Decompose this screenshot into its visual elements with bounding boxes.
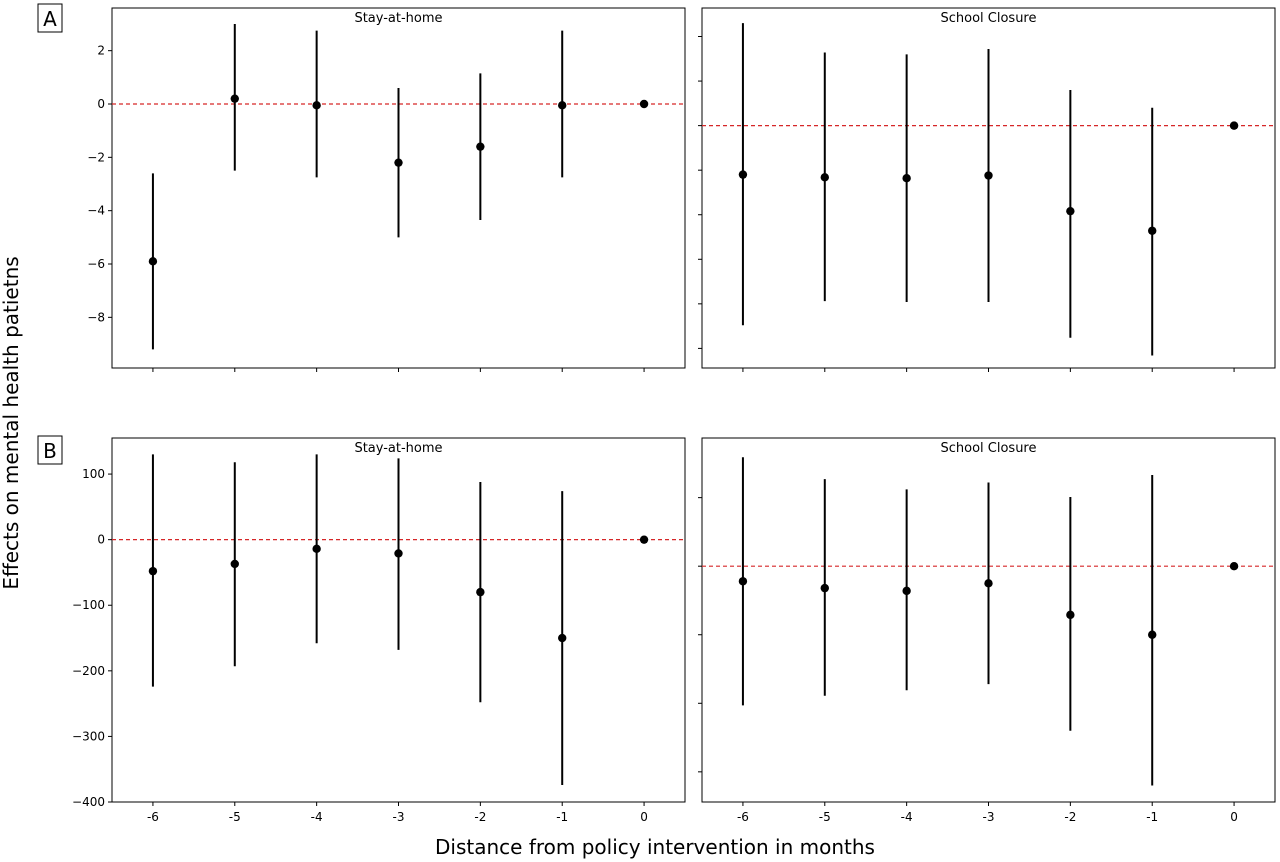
data-point — [984, 171, 993, 180]
y-tick-label: −4 — [87, 204, 105, 218]
y-tick-label: 100 — [82, 467, 105, 481]
panel-label-box — [37, 3, 63, 33]
data-point — [639, 535, 649, 544]
data-point — [476, 142, 485, 151]
data-point — [394, 158, 403, 167]
data-point — [558, 101, 567, 110]
y-tick-label: −400 — [72, 795, 105, 809]
panel-title: Stay-at-home — [354, 441, 442, 456]
x-tick-label: -3 — [393, 810, 405, 824]
y-tick-label: −8 — [87, 310, 105, 324]
y-tick-label: −200 — [72, 664, 105, 678]
y-tick-label: 2 — [97, 44, 105, 58]
data-point — [1148, 226, 1157, 235]
panel-label: A — [43, 7, 57, 31]
panel-title: School Closure — [940, 11, 1036, 26]
data-point — [476, 587, 485, 597]
data-point — [1229, 121, 1239, 130]
y-tick-label: −6 — [87, 257, 105, 271]
data-point — [230, 94, 239, 103]
panel-label: B — [43, 439, 57, 463]
x-tick-label: -4 — [901, 810, 913, 824]
data-point — [902, 586, 911, 596]
data-point — [1148, 630, 1157, 639]
data-point — [1229, 561, 1239, 571]
x-tick-label: -6 — [147, 810, 159, 824]
data-point — [558, 633, 567, 643]
y-tick-label: 0 — [97, 533, 105, 547]
y-tick-label: 0 — [97, 97, 105, 111]
panel-b-school-closure: -6 -5 -4 -3 -2 -1 0 School Closure — [698, 437, 1276, 824]
data-point — [738, 577, 748, 586]
panel-b-stay-at-home: 100 0 −100 −200 −300 −400 -6 -5 -4 -3 -2 -1 0 Stay-at… — [72, 437, 686, 824]
x-tick-label: -1 — [1146, 810, 1158, 824]
panels: 2 0 −2 −4 −6 −8 Stay-at-home School Closure 100 0… — [37, 3, 1276, 824]
data-point — [1066, 610, 1075, 620]
x-axis-title: Distance from policy intervention in mon… — [435, 835, 875, 859]
data-point — [1066, 206, 1075, 216]
data-point — [148, 566, 158, 576]
data-point — [984, 579, 993, 588]
panel-title: School Closure — [940, 441, 1036, 456]
data-point — [820, 583, 829, 593]
panel-label-box — [37, 435, 63, 465]
y-tick-label: −100 — [72, 598, 105, 612]
x-tick-label: 0 — [640, 810, 648, 824]
data-point — [312, 544, 321, 554]
data-point — [639, 99, 649, 109]
panel-a-stay-at-home: 2 0 −2 −4 −6 −8 Stay-at-home — [87, 7, 686, 372]
x-tick-label: -3 — [983, 810, 995, 824]
data-point — [148, 257, 158, 266]
data-point — [312, 101, 321, 110]
y-tick-label: −2 — [87, 150, 105, 164]
x-tick-label: -5 — [229, 810, 241, 824]
x-tick-label: -6 — [737, 810, 749, 824]
data-point — [902, 173, 911, 183]
x-tick-label: -4 — [311, 810, 323, 824]
x-tick-label: -2 — [474, 810, 486, 824]
x-tick-label: -1 — [556, 810, 568, 824]
y-axis-title: Effects on mental health patietns — [0, 256, 23, 589]
data-point — [738, 170, 748, 179]
data-point — [820, 173, 829, 182]
panel-a-school-closure: School Closure — [698, 7, 1276, 372]
y-tick-label: −300 — [72, 729, 105, 743]
x-tick-label: -5 — [819, 810, 831, 824]
data-point — [394, 549, 403, 558]
data-point — [230, 559, 239, 569]
x-tick-label: -2 — [1064, 810, 1076, 824]
x-tick-label: 0 — [1230, 810, 1238, 824]
panel-title: Stay-at-home — [354, 11, 442, 26]
